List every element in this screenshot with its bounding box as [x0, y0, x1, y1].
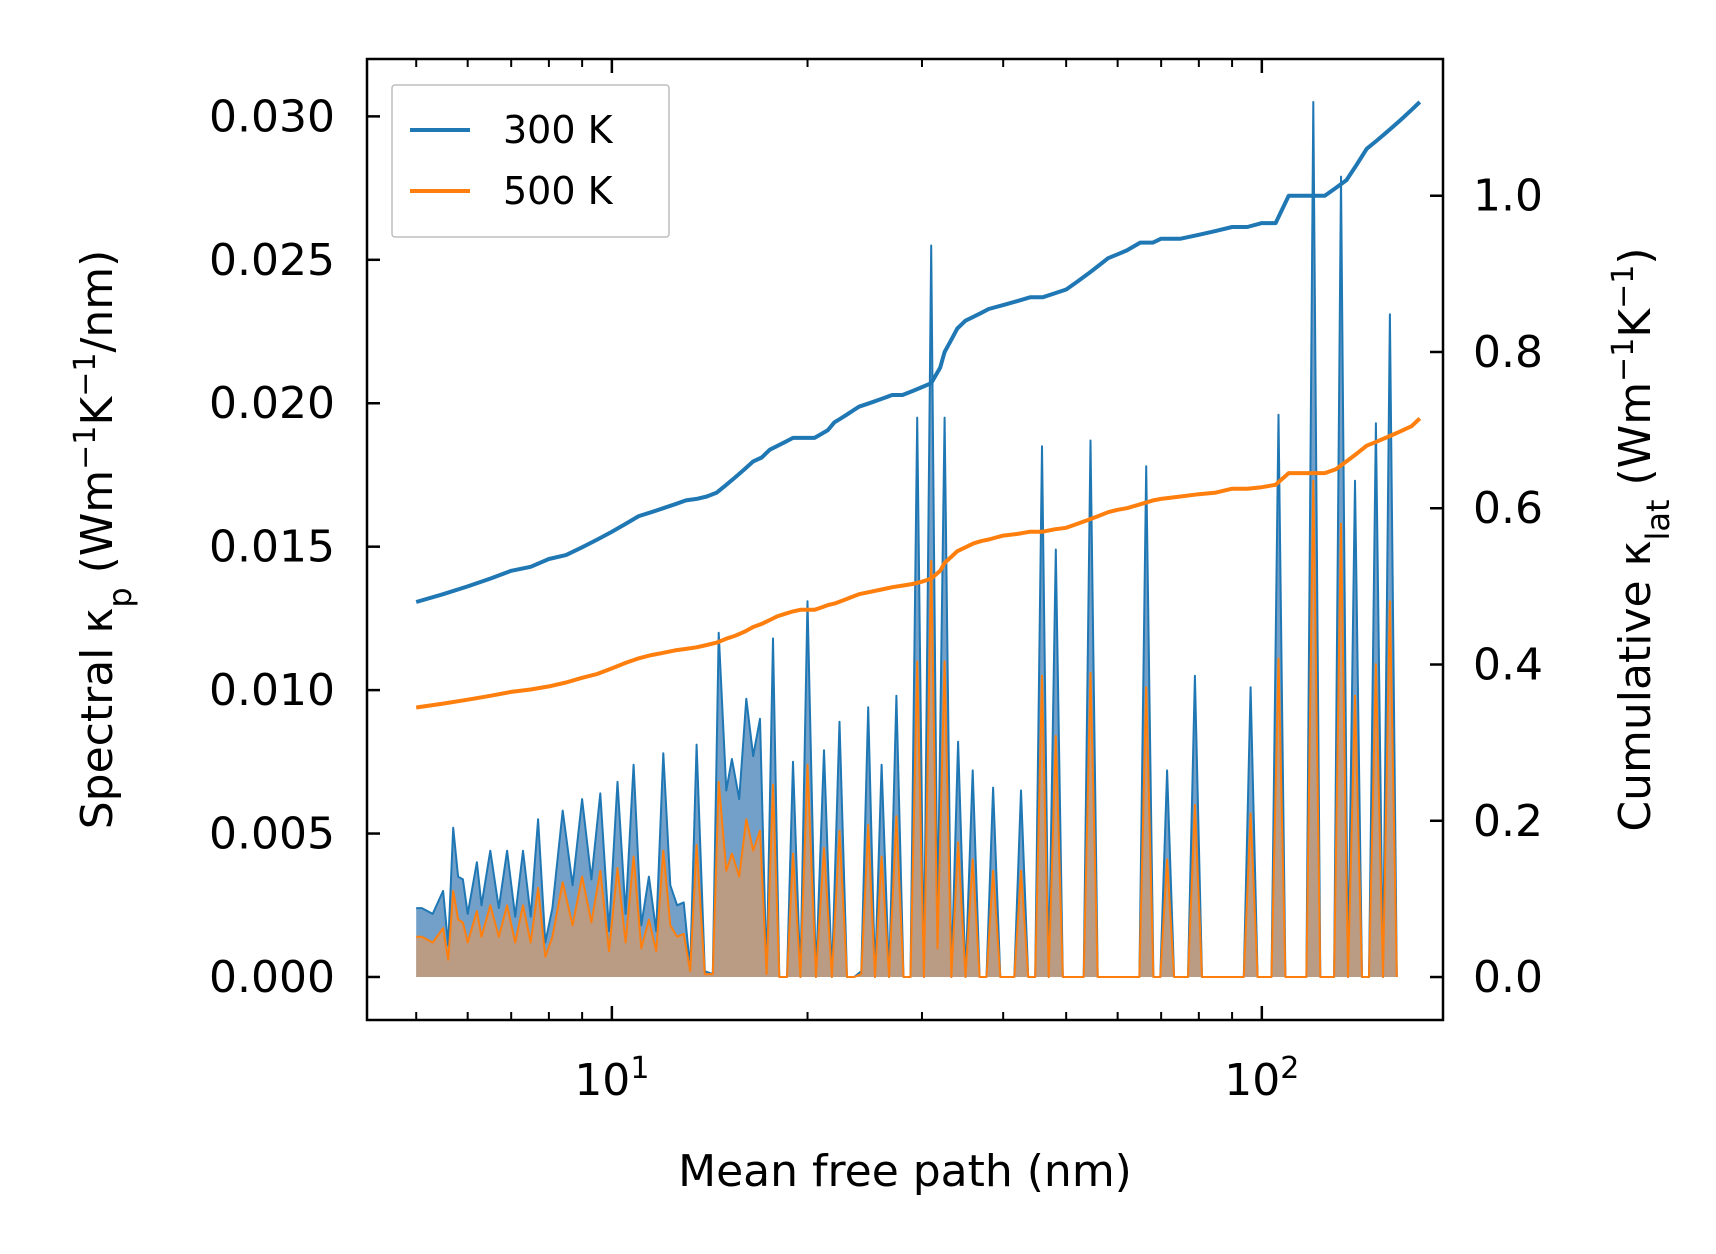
y-right-tick-label: 1.0	[1473, 171, 1543, 222]
y-left-label-post: /nm)	[72, 250, 123, 353]
y-left-tick-label: 0.010	[209, 665, 335, 716]
y-left-label-mid1: (Wm	[72, 470, 123, 588]
x-tick-label-exponent: 1	[630, 1051, 649, 1086]
x-axis-label: Mean free path (nm)	[678, 1146, 1132, 1197]
y-left-label-sup1: −1	[68, 426, 103, 470]
y-right-tick-label: 0.4	[1473, 640, 1543, 691]
y-left-label-sup2: −1	[68, 353, 103, 397]
y-left-label-mid2: K	[72, 396, 123, 426]
y-left-tick-label: 0.015	[209, 522, 335, 573]
legend-box	[391, 84, 670, 238]
x-tick-label: 101	[574, 1051, 649, 1107]
y-axis-right-label: Cumulative κlat (Wm−1K−1)	[1606, 247, 1678, 831]
y-right-label-sup2: −1	[1606, 265, 1641, 309]
y-right-label-sup1: −1	[1606, 338, 1641, 382]
cumulative-layer	[415, 100, 1422, 710]
y-right-label-sub: lat	[1639, 499, 1677, 540]
spectral-layer	[416, 101, 1398, 978]
y-left-tick-label: 0.020	[209, 378, 335, 429]
y-right-tick-label: 0.0	[1473, 952, 1543, 1003]
y-right-tick-label: 0.8	[1473, 327, 1543, 378]
y-axis-left-label: Spectral κp (Wm−1K−1/nm)	[68, 250, 140, 830]
y-left-tick-label: 0.030	[209, 91, 335, 142]
y-right-label-post: )	[1610, 247, 1661, 264]
y-right-tick-label: 0.6	[1473, 483, 1543, 534]
legend: 300 K 500 K	[391, 84, 670, 238]
cumulative-line-500k	[415, 416, 1422, 710]
y-left-label-pre: Spectral κ	[72, 608, 123, 830]
ticks-layer: 0.000 0.005 0.010 0.015 0.020 0.025 0.030 0.0 0.…	[209, 59, 1543, 1106]
legend-label-500k: 500 K	[503, 169, 614, 213]
y-right-label-pre: Cumulative κ	[1610, 541, 1661, 832]
x-tick-label-base: 10	[1224, 1055, 1280, 1106]
cumulative-line-300k	[415, 100, 1422, 604]
y-left-tick-label: 0.000	[209, 952, 335, 1003]
x-tick-label-exponent: 2	[1280, 1051, 1299, 1086]
plot-frame	[365, 57, 1445, 1022]
x-tick-label: 102	[1224, 1051, 1299, 1107]
legend-label-300k: 300 K	[503, 108, 614, 152]
y-right-label-mid2: K	[1610, 308, 1661, 338]
y-left-tick-label: 0.025	[209, 235, 335, 286]
y-left-tick-label: 0.005	[209, 809, 335, 860]
y-right-label-mid1: (Wm	[1610, 382, 1661, 500]
y-right-tick-label: 0.2	[1473, 796, 1543, 847]
x-tick-label-base: 10	[574, 1055, 630, 1106]
spectral-line-500k	[416, 479, 1398, 978]
y-left-label-sub: p	[101, 587, 139, 607]
